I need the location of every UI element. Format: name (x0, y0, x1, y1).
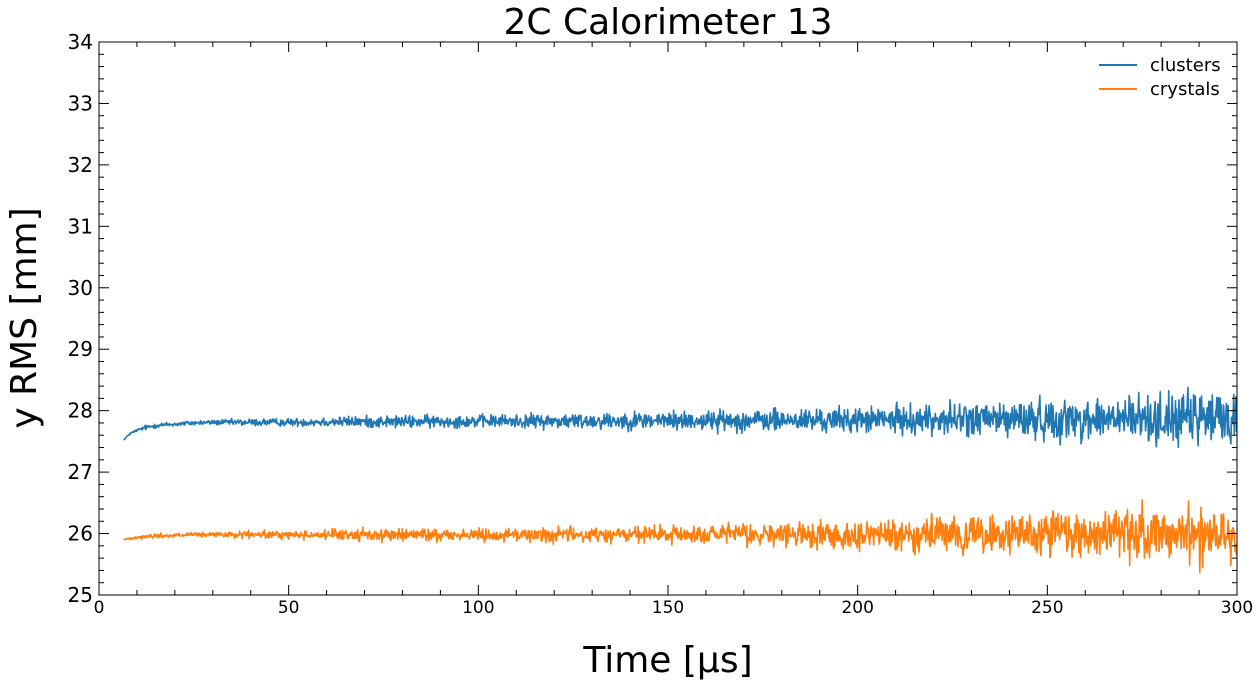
x-tick-labels: 0 50 100 150 200 250 300 (94, 598, 1254, 618)
legend: clusters crystals (1099, 55, 1221, 100)
chart-title: 2C Calorimeter 13 (503, 2, 832, 43)
series-layer (123, 386, 1238, 574)
ticks-layer (98, 41, 1238, 596)
x-tick-label: 100 (462, 598, 494, 618)
y-tick-label: 34 (68, 30, 93, 54)
y-tick-labels: 25 26 27 28 29 30 31 32 33 34 (68, 30, 93, 607)
x-tick-label: 0 (94, 598, 105, 618)
y-tick-label: 30 (68, 276, 93, 300)
y-tick-label: 26 (68, 522, 93, 546)
x-tick-label: 250 (1031, 598, 1063, 618)
legend-label-crystals: crystals (1150, 79, 1220, 100)
plot-frame (98, 41, 1238, 596)
y-tick-label: 27 (68, 460, 93, 484)
series-line-crystals (123, 499, 1238, 574)
y-tick-label: 29 (68, 337, 93, 361)
x-axis-label: Time [µs] (582, 640, 752, 681)
series-line-clusters (123, 386, 1238, 448)
x-tick-label: 200 (841, 598, 873, 618)
y-tick-label: 31 (68, 214, 93, 238)
x-tick-label: 50 (278, 598, 300, 618)
y-tick-label: 32 (68, 153, 93, 177)
y-tick-label: 28 (68, 399, 93, 423)
y-axis-label: y RMS [mm] (4, 207, 45, 428)
legend-label-clusters: clusters (1150, 55, 1221, 76)
y-tick-label: 25 (68, 583, 93, 607)
x-tick-label: 300 (1221, 598, 1253, 618)
y-tick-label: 33 (68, 91, 93, 115)
x-tick-label: 150 (652, 598, 684, 618)
